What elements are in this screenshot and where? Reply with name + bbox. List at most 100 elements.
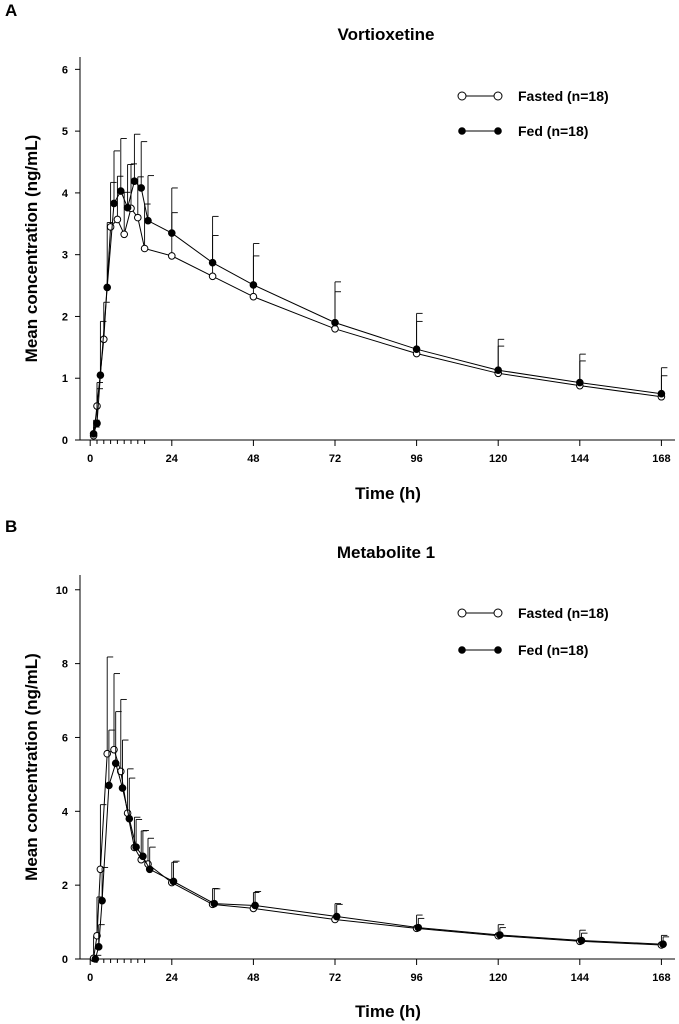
data-point: [208, 272, 217, 281]
data-point: [331, 325, 339, 333]
x-axis-title: Time (h): [355, 1002, 421, 1021]
data-point: [130, 177, 139, 185]
x-tick-label: 120: [489, 453, 507, 465]
data-point: [137, 184, 145, 192]
legend-label: Fasted (n=18): [518, 88, 609, 104]
series-line: [94, 761, 664, 960]
data-point: [208, 258, 217, 267]
data-point: [93, 419, 101, 428]
y-tick-label: 0: [62, 435, 68, 447]
series-fed: [91, 711, 670, 963]
data-point: [94, 943, 103, 951]
legend-marker: [457, 608, 467, 618]
x-tick-label: 96: [410, 453, 422, 465]
data-point: [412, 345, 421, 353]
legend-label: Fasted (n=18): [518, 605, 609, 621]
y-axis-title: Mean concentration (ng/mL): [22, 653, 41, 881]
series-line: [93, 180, 662, 434]
data-point: [110, 745, 118, 754]
legend-marker: [494, 127, 502, 135]
data-point: [169, 877, 178, 886]
y-tick-label: 1: [62, 373, 68, 385]
data-point: [145, 865, 154, 874]
legend-label: Fed (n=18): [518, 642, 588, 658]
data-point: [120, 230, 128, 239]
data-point: [331, 318, 339, 327]
data-point: [118, 784, 127, 792]
chart-title: Vortioxetine: [338, 25, 435, 44]
data-point: [251, 901, 259, 910]
data-point: [103, 749, 111, 758]
x-tick-label: 144: [571, 453, 590, 465]
y-tick-label: 6: [62, 64, 68, 76]
legend-entry: Fed (n=18): [458, 123, 588, 139]
y-tick-label: 10: [56, 585, 68, 597]
series-line: [93, 207, 662, 436]
legend-marker: [457, 91, 467, 101]
data-point: [249, 281, 258, 289]
y-tick-label: 5: [62, 126, 68, 138]
y-tick-label: 4: [62, 188, 69, 200]
x-tick-label: 0: [87, 972, 93, 984]
data-point: [168, 252, 176, 260]
y-tick-label: 3: [62, 250, 68, 262]
data-point: [496, 931, 504, 939]
panel-label: B: [5, 517, 17, 536]
data-point: [106, 223, 115, 231]
data-point: [134, 213, 142, 222]
data-point: [96, 865, 105, 874]
x-tick-label: 144: [571, 972, 590, 984]
panel-label: A: [5, 1, 17, 20]
data-point: [168, 229, 176, 237]
data-point: [96, 371, 105, 379]
y-tick-label: 2: [62, 311, 68, 323]
y-tick-label: 2: [62, 880, 68, 892]
x-tick-label: 0: [87, 453, 93, 465]
data-point: [577, 936, 586, 945]
data-point: [105, 781, 113, 790]
data-point: [494, 366, 503, 374]
x-tick-label: 48: [247, 972, 259, 984]
data-point: [117, 187, 125, 195]
data-point: [249, 292, 258, 301]
data-point: [125, 814, 134, 823]
data-point: [576, 378, 584, 387]
panel-a-vortioxetine: A Vortioxetine 0 1 2 3 4 5 6 0 24 48 72 96 120 144 168 Ti…: [5, 1, 675, 503]
data-point: [144, 216, 152, 225]
legend-marker: [458, 127, 466, 135]
series-line: [93, 748, 662, 959]
series-fed: [89, 133, 668, 438]
x-tick-label: 72: [329, 972, 341, 984]
data-point: [98, 896, 106, 905]
data-point: [113, 215, 122, 224]
x-tick-label: 168: [652, 453, 670, 465]
x-tick-label: 24: [166, 972, 179, 984]
y-tick-label: 4: [62, 806, 69, 818]
data-point: [332, 912, 341, 921]
x-axis-title: Time (h): [355, 484, 421, 503]
legend-marker: [458, 646, 466, 654]
data-point: [123, 203, 132, 212]
x-tick-label: 96: [410, 972, 422, 984]
data-point: [414, 923, 423, 932]
legend-marker: [493, 91, 503, 101]
x-tick-label: 24: [166, 453, 179, 465]
legend-marker: [494, 646, 502, 654]
y-axis-title: Mean concentration (ng/mL): [22, 135, 41, 363]
y-tick-label: 8: [62, 659, 68, 671]
legend-marker: [493, 608, 503, 618]
legend-label: Fed (n=18): [518, 123, 588, 139]
data-point: [657, 389, 666, 398]
x-tick-label: 120: [489, 972, 507, 984]
series-fasted: [89, 656, 668, 963]
data-point: [140, 244, 149, 253]
legend-entry: Fed (n=18): [458, 642, 588, 658]
legend-entry: Fasted (n=18): [457, 88, 609, 104]
legend-entry: Fasted (n=18): [457, 605, 609, 621]
data-point: [659, 940, 667, 949]
y-tick-label: 6: [62, 732, 68, 744]
data-point: [89, 430, 98, 438]
data-point: [111, 759, 120, 768]
